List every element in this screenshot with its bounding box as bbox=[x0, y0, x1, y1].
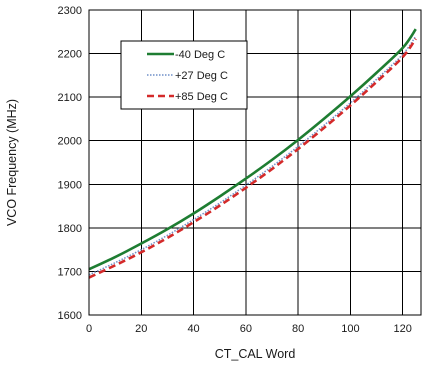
series-layer bbox=[88, 28, 417, 279]
x-axis-title: CT_CAL Word bbox=[215, 347, 296, 361]
y-tick-label: 2300 bbox=[58, 5, 82, 17]
x-tick-label: 40 bbox=[187, 323, 199, 335]
y-tick-label: 1900 bbox=[58, 179, 82, 191]
x-tick-label: 120 bbox=[394, 323, 412, 335]
plot-frame bbox=[88, 9, 422, 316]
series-line-1 bbox=[88, 28, 417, 271]
legend: -40 Deg C +27 Deg C +85 Deg C bbox=[120, 40, 248, 110]
legend-label-1: -40 Deg C bbox=[175, 49, 225, 61]
x-tick-label: 60 bbox=[240, 323, 252, 335]
y-tick-label: 2000 bbox=[58, 136, 82, 148]
x-tick-label: 20 bbox=[135, 323, 147, 335]
series-line-3 bbox=[88, 38, 417, 279]
x-tick-label: 100 bbox=[341, 323, 359, 335]
legend-items: -40 Deg C +27 Deg C +85 Deg C bbox=[147, 49, 228, 103]
legend-box bbox=[120, 40, 248, 110]
y-tick-label: 2200 bbox=[58, 49, 82, 61]
y-tick-label: 2100 bbox=[58, 92, 82, 104]
legend-label-3: +85 Deg C bbox=[175, 91, 228, 103]
legend-label-2: +27 Deg C bbox=[175, 70, 228, 82]
y-tick-label: 1700 bbox=[58, 266, 82, 278]
x-tick-label: 0 bbox=[86, 323, 92, 335]
tick-layer: 1600 1700 1800 1900 2000 2100 2200 2300 0 20 40 60 8… bbox=[58, 5, 412, 335]
y-axis-title: VCO Frequency (MHz) bbox=[5, 99, 19, 226]
y-tick-label: 1800 bbox=[58, 223, 82, 235]
x-tick-label: 80 bbox=[292, 323, 304, 335]
y-tick-label: 1600 bbox=[58, 310, 82, 322]
series-line-2 bbox=[88, 35, 417, 276]
